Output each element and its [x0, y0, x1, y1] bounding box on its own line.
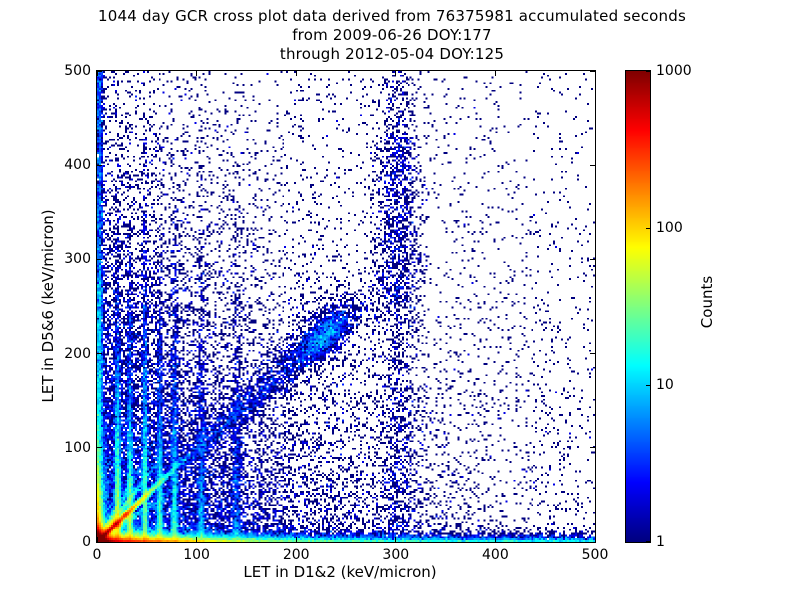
y-tick-label: 200 [64, 345, 91, 362]
x-tick-mark [96, 537, 98, 542]
y-tick-label: 100 [64, 439, 91, 456]
y-tick-mark [97, 447, 102, 449]
x-tick-label: 400 [482, 547, 509, 563]
plot-title: 1044 day GCR cross plot data derived fro… [92, 7, 692, 64]
x-tick-label: 100 [183, 547, 210, 563]
title-line-3: through 2012-05-04 DOY:125 [279, 45, 505, 63]
colorbar-tick-label: 1000 [656, 63, 692, 79]
y-tick-mark-right [590, 258, 595, 260]
y-tick-mark-right [590, 353, 595, 355]
y-tick-mark-right [590, 541, 595, 543]
x-tick-mark-top [594, 71, 596, 76]
plot-frame [96, 70, 596, 543]
y-tick-label: 500 [64, 63, 91, 79]
heatmap-canvas [97, 71, 595, 542]
x-tick-label: 0 [92, 547, 102, 563]
y-tick-mark [97, 70, 102, 72]
x-tick-mark-top [295, 71, 297, 76]
y-axis-label: LET in D5&6 (keV/micron) [39, 209, 57, 403]
y-tick-label: 400 [64, 157, 91, 174]
colorbar-tick-label: 10 [656, 377, 674, 393]
colorbar-tick-mark [646, 540, 650, 542]
y-tick-mark [97, 164, 102, 166]
colorbar-label: Counts [698, 275, 716, 329]
x-tick-mark-top [196, 71, 198, 76]
y-tick-mark [97, 541, 102, 543]
y-tick-mark-right [590, 447, 595, 449]
x-tick-mark-top [395, 71, 397, 76]
colorbar-tick-mark [646, 70, 650, 72]
x-tick-mark [594, 537, 596, 542]
x-tick-label: 200 [282, 547, 310, 563]
y-tick-mark [97, 258, 102, 260]
x-tick-mark-top [96, 71, 98, 76]
x-tick-mark [494, 537, 496, 542]
colorbar-frame [625, 70, 651, 543]
y-tick-mark [97, 353, 102, 355]
y-tick-label: 300 [64, 251, 91, 268]
x-tick-mark [395, 537, 397, 542]
y-tick-label: 0 [82, 534, 91, 550]
y-tick-mark-right [590, 164, 595, 166]
colorbar-canvas [626, 71, 650, 542]
title-line-1: 1044 day GCR cross plot data derived fro… [98, 7, 686, 25]
title-line-2: from 2009-06-26 DOY:177 [292, 26, 492, 44]
x-axis-label: LET in D1&2 (keV/micron) [243, 563, 437, 581]
colorbar-tick-label: 1 [656, 534, 665, 550]
y-tick-mark-right [590, 70, 595, 72]
x-tick-mark [295, 537, 297, 542]
colorbar-tick-mark [646, 384, 650, 386]
x-tick-mark [196, 537, 198, 542]
colorbar-tick-label: 100 [656, 220, 683, 236]
colorbar-tick-mark [646, 227, 650, 229]
x-tick-mark-top [494, 71, 496, 76]
x-tick-label: 300 [382, 547, 410, 563]
x-tick-label: 500 [581, 547, 609, 563]
